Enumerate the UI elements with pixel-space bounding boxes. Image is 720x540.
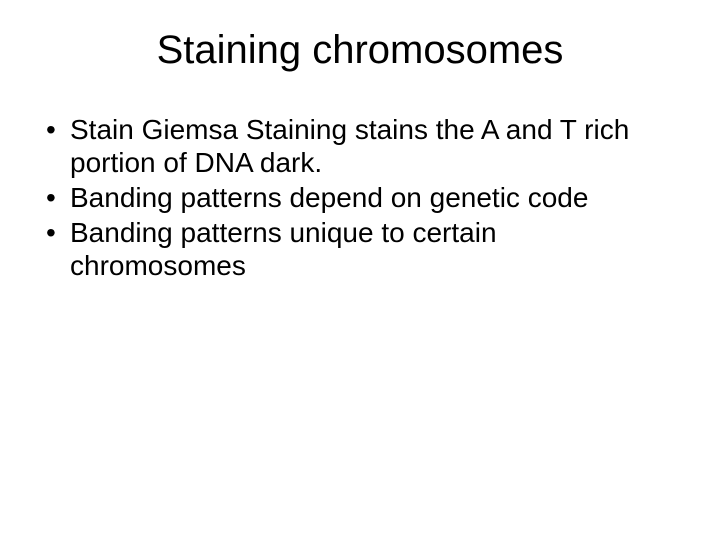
slide: Staining chromosomes Stain Giemsa Staini… bbox=[0, 0, 720, 540]
list-item: Banding patterns depend on genetic code bbox=[40, 181, 680, 214]
bullet-list: Stain Giemsa Staining stains the A and T… bbox=[0, 113, 720, 282]
list-item: Stain Giemsa Staining stains the A and T… bbox=[40, 113, 680, 179]
list-item: Banding patterns unique to certain chrom… bbox=[40, 216, 680, 282]
slide-title: Staining chromosomes bbox=[0, 28, 720, 73]
